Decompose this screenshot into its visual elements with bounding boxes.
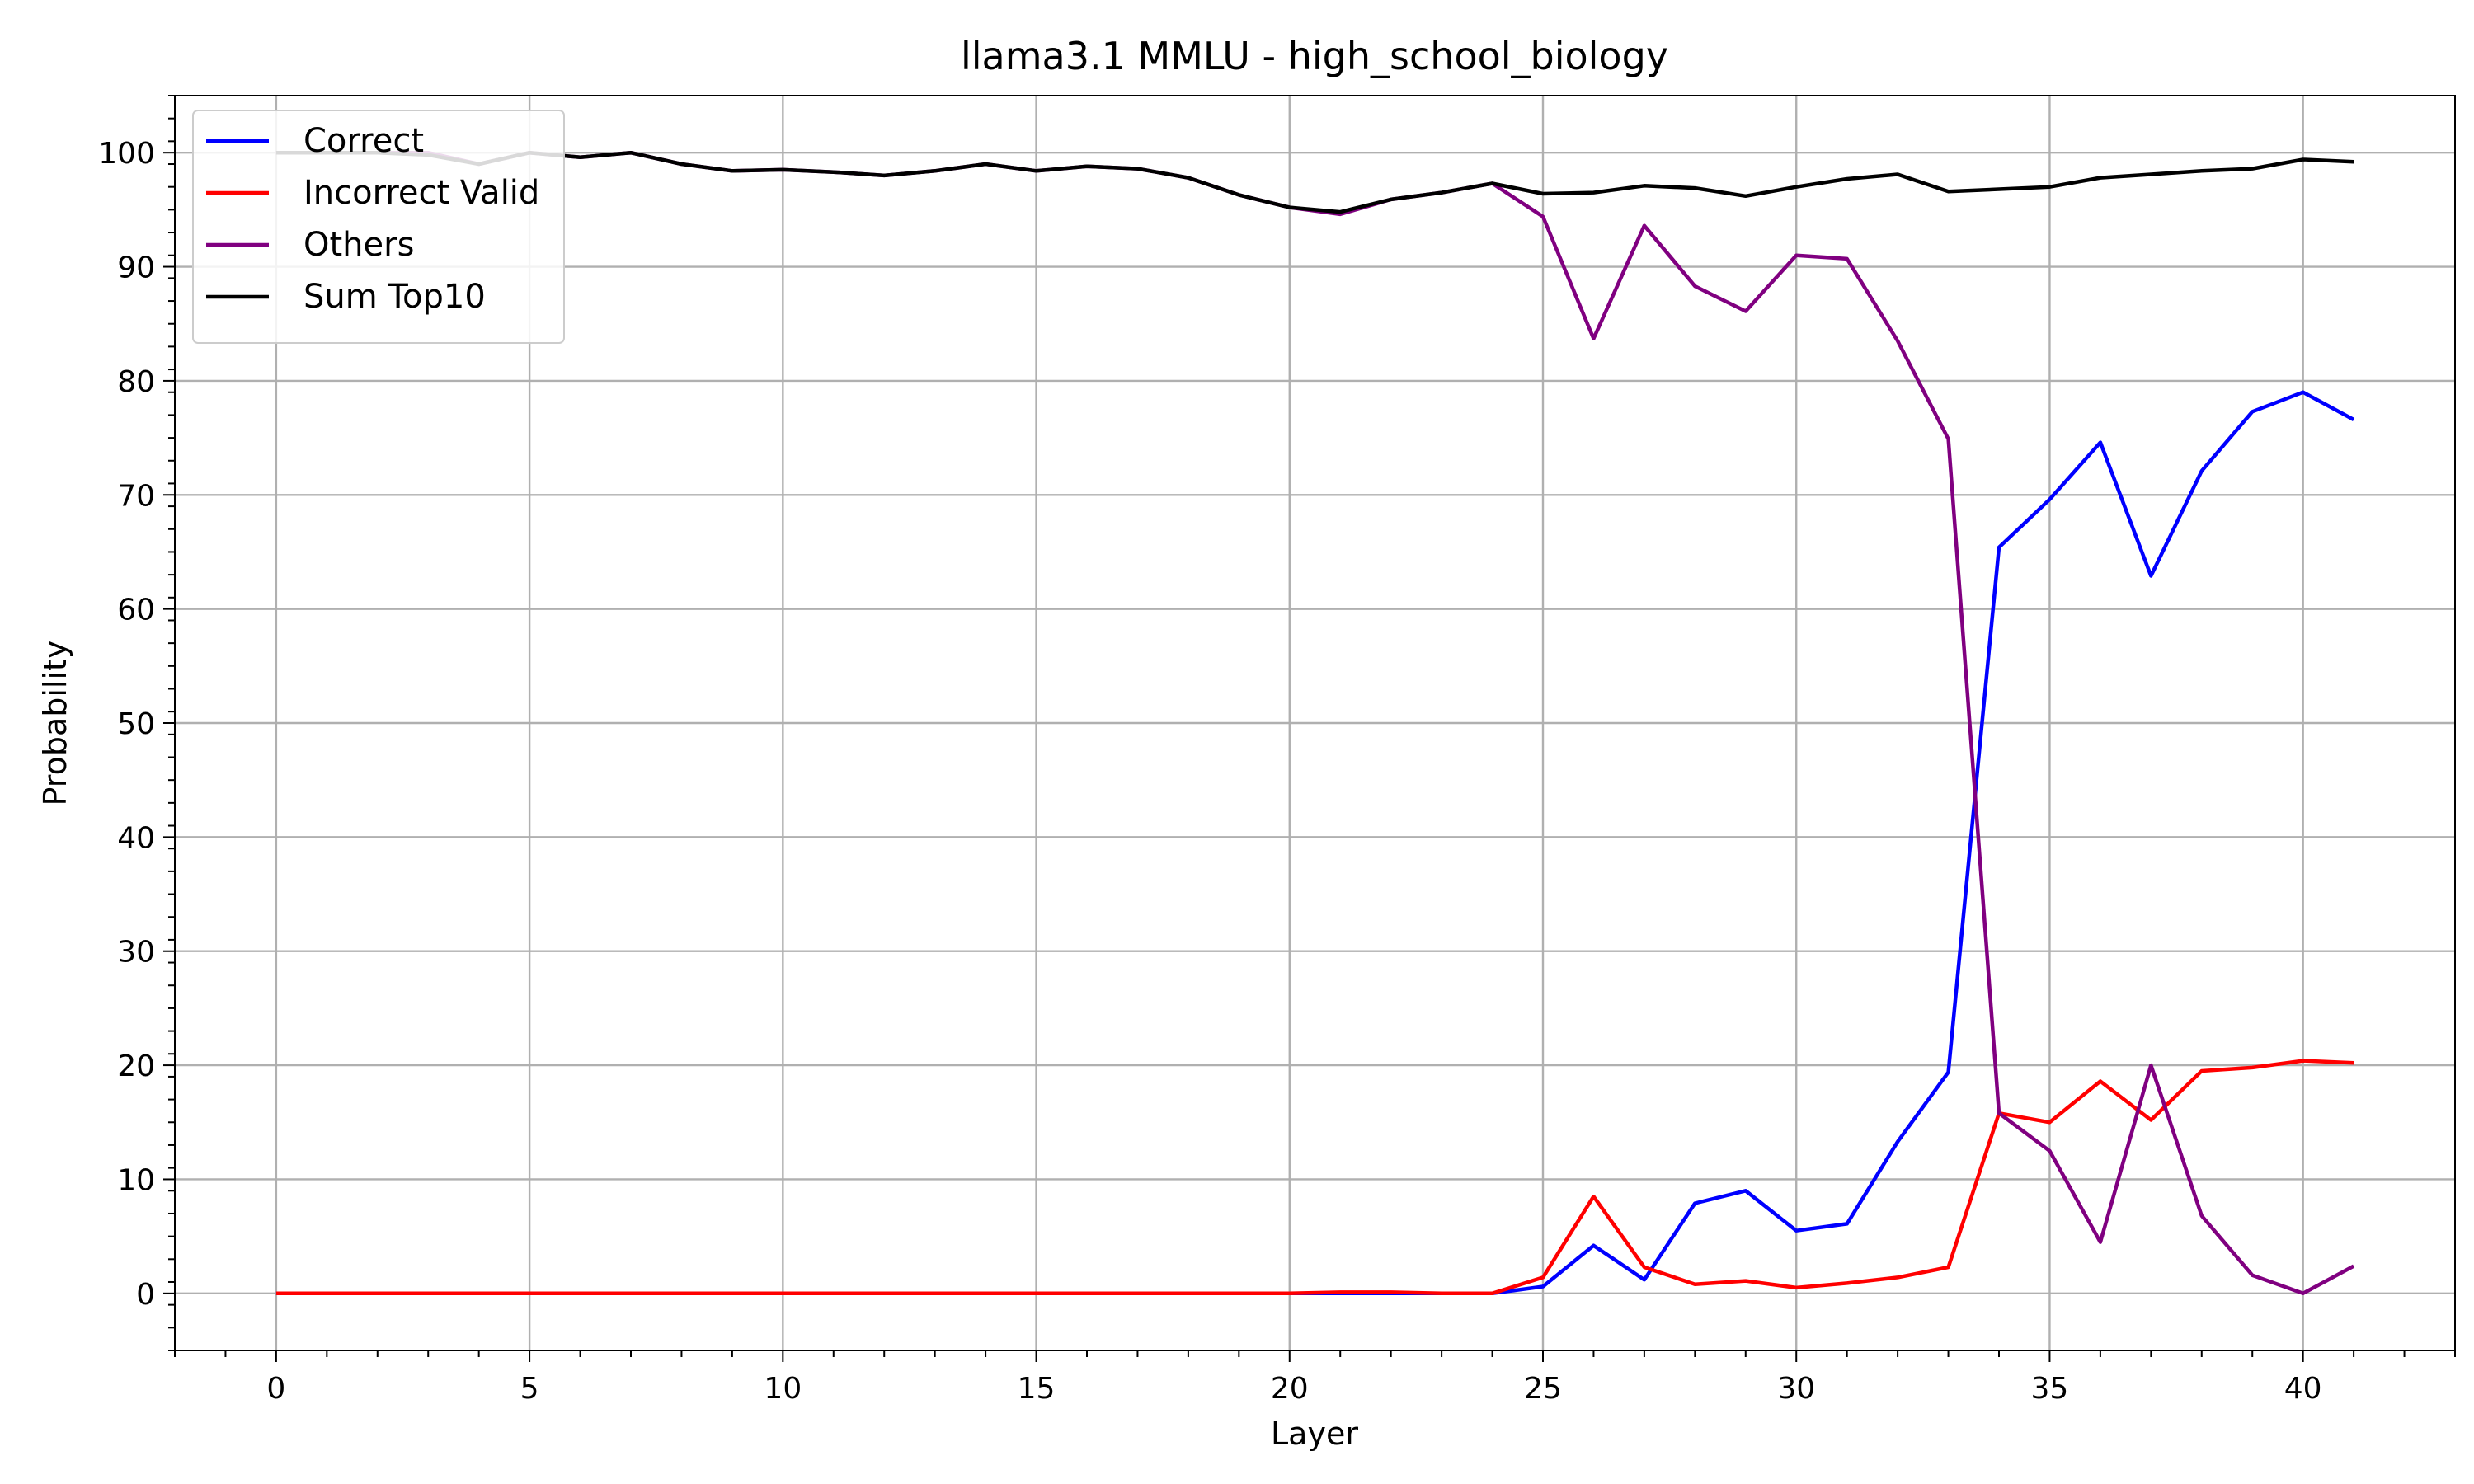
y-tick-label: 50 [117, 707, 155, 741]
x-tick-label: 25 [1524, 1372, 1562, 1406]
y-tick-label: 100 [98, 137, 155, 171]
legend-label-others: Others [303, 226, 414, 264]
x-tick-label: 0 [266, 1372, 285, 1406]
series-line-sum-top10 [275, 150, 2354, 214]
x-axis-label: Layer [1271, 1416, 1358, 1452]
x-tick-label: 10 [764, 1372, 802, 1406]
legend: Correct Incorrect Valid Others Sum Top10 [192, 110, 565, 344]
y-axis-label: Probability [37, 641, 73, 806]
legend-label-incorrect-valid: Incorrect Valid [303, 174, 539, 212]
x-tick-label: 5 [520, 1372, 539, 1406]
y-tick-label: 0 [136, 1278, 155, 1312]
legend-label-sum-top10: Sum Top10 [303, 278, 486, 316]
x-tick-label: 40 [2284, 1372, 2322, 1406]
legend-box [192, 110, 565, 344]
y-tick-label: 60 [117, 594, 155, 627]
axis-ticks: 0 5 10 15 20 25 30 35 40 0 10 20 30 40 50 60 70 80 90 100 [98, 95, 2456, 1406]
y-tick-label: 90 [117, 251, 155, 285]
y-tick-label: 40 [117, 821, 155, 855]
legend-label-correct: Correct [303, 122, 424, 160]
x-tick-label: 15 [1018, 1372, 1056, 1406]
x-tick-label: 30 [1777, 1372, 1815, 1406]
series-lines [275, 150, 2355, 1296]
y-tick-label: 20 [117, 1050, 155, 1083]
x-tick-label: 20 [1271, 1372, 1309, 1406]
y-tick-label: 70 [117, 479, 155, 513]
chart-title: llama3.1 MMLU - high_school_biology [961, 34, 1668, 78]
series-line-incorrect-valid [275, 1059, 2354, 1296]
x-tick-label: 35 [2031, 1372, 2069, 1406]
y-tick-label: 30 [117, 936, 155, 970]
y-tick-label: 80 [117, 365, 155, 399]
y-tick-label: 10 [117, 1163, 155, 1197]
